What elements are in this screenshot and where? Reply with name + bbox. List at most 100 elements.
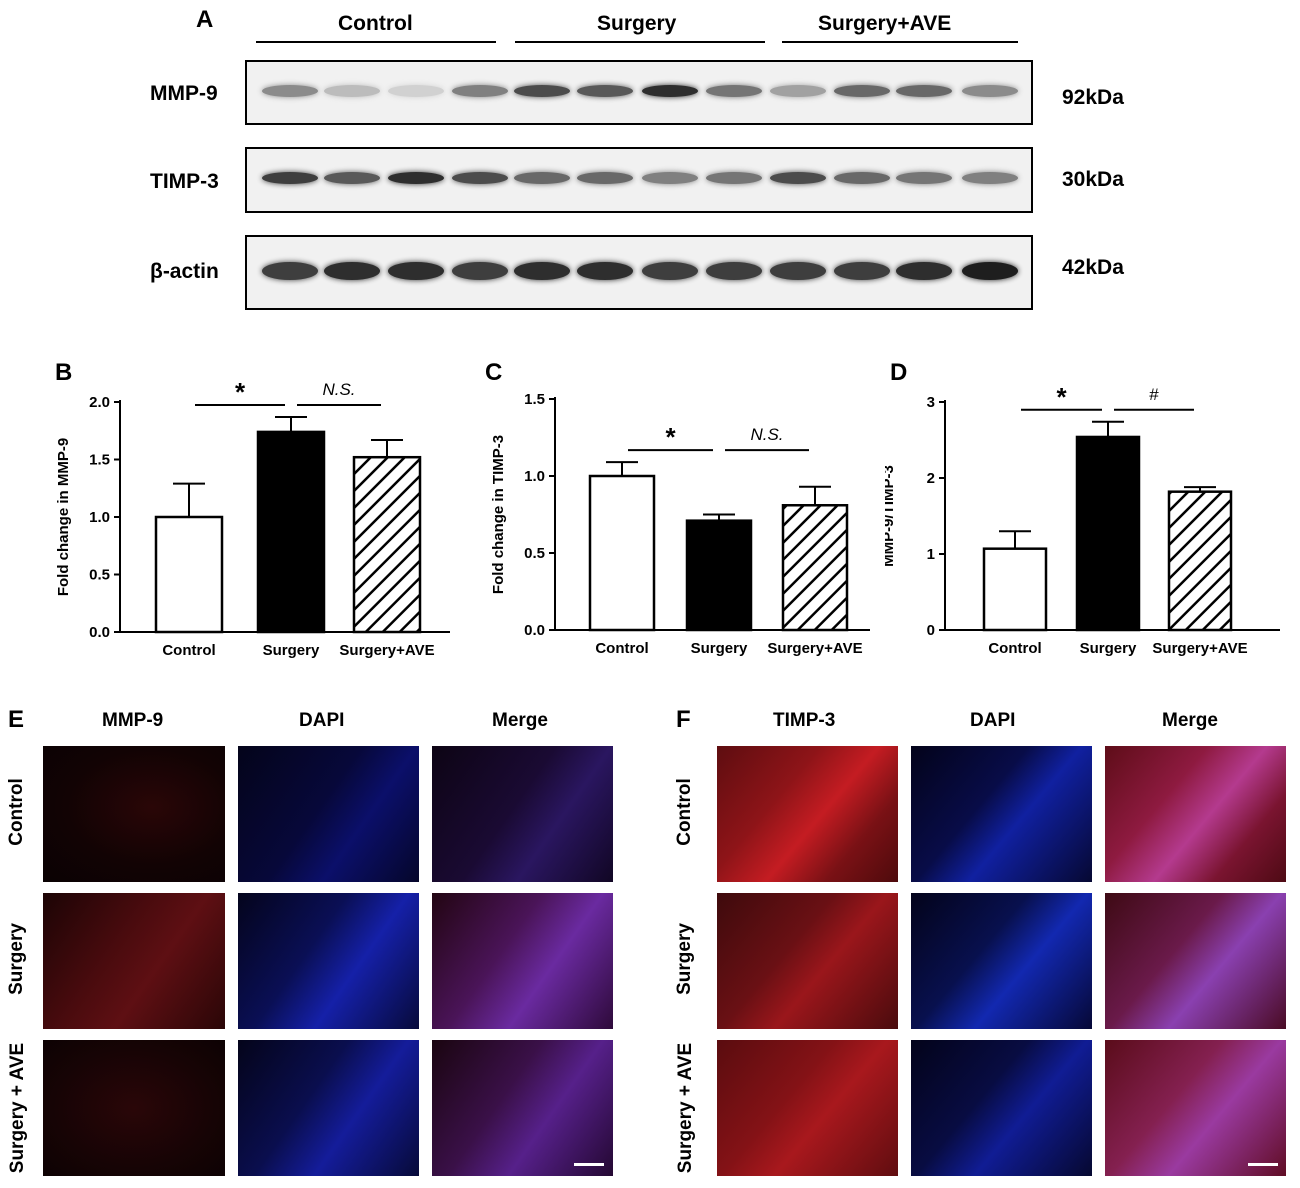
group-line-control <box>256 41 496 43</box>
x-category-label: Control <box>595 640 648 657</box>
blot-band <box>514 172 570 184</box>
blot-band <box>770 84 826 97</box>
blot-band <box>324 172 380 184</box>
blot-band <box>577 261 633 280</box>
blot-actin <box>245 235 1033 310</box>
significance-label: * <box>665 422 676 452</box>
group-line-surgery <box>515 41 765 43</box>
blot-band <box>706 172 762 184</box>
micrograph-f-control-timp3 <box>717 746 898 882</box>
group-line-surgery-ave <box>782 41 1018 43</box>
panel-e-letter: E <box>8 706 25 733</box>
y-tick-label: 3 <box>927 394 935 411</box>
y-tick-label: 0.5 <box>524 545 545 562</box>
blot-band <box>962 84 1018 97</box>
blot-band <box>388 84 444 97</box>
y-axis-label: MMP-9/TIMP-3 <box>885 465 897 567</box>
micrograph-e-ave-dapi <box>238 1040 419 1176</box>
blot-band <box>834 84 890 97</box>
micrograph-f-surgery-merge <box>1105 893 1286 1029</box>
micrograph-f-surgery-timp3 <box>717 893 898 1029</box>
x-category-label: Surgery+AVE <box>339 642 434 659</box>
blot-band <box>962 172 1018 184</box>
blot-band <box>577 172 633 184</box>
micrograph-e-ave-merge <box>432 1040 613 1176</box>
blot-band <box>896 261 952 280</box>
panel-letter-d: D <box>890 359 907 386</box>
blot-band <box>388 172 444 184</box>
x-category-label: Surgery <box>691 640 748 657</box>
bar-control <box>982 547 1048 632</box>
x-category-label: Surgery <box>1080 640 1137 657</box>
blot-band <box>262 261 318 280</box>
micrograph-f-control-merge <box>1105 746 1286 882</box>
blot-band <box>262 84 318 97</box>
micrograph-e-control-mmp9 <box>43 746 225 882</box>
group-label-surgery-ave: Surgery+AVE <box>818 12 952 35</box>
panel-f-col-merge: Merge <box>1162 710 1218 731</box>
scale-bar-e <box>574 1163 604 1166</box>
bar-surgery-ave <box>1167 490 1233 632</box>
panel-e-row-surgery-ave: Surgery + AVE <box>7 1042 28 1174</box>
blot-band <box>896 172 952 184</box>
blot-band <box>514 84 570 97</box>
y-tick-label: 1.0 <box>89 509 110 526</box>
micrograph-e-control-merge <box>432 746 613 882</box>
y-tick-label: 1.5 <box>89 452 110 469</box>
y-tick-label: 2.0 <box>89 394 110 411</box>
panel-e-col-mmp9: MMP-9 <box>102 710 164 731</box>
blot-row-label-timp3: TIMP-3 <box>150 170 219 193</box>
blot-band <box>577 84 633 97</box>
bar-surgery-ave <box>352 455 422 634</box>
significance-label: N.S. <box>322 380 355 399</box>
significance-label: N.S. <box>750 425 783 444</box>
x-category-label: Surgery+AVE <box>1152 640 1247 657</box>
blot-band <box>452 84 508 97</box>
blot-band <box>262 172 318 184</box>
bar-chart-d: D 0 1 2 3 MMP-9/TIMP-3 Control Surgery Surgery+A… <box>885 359 1280 657</box>
panel-e-col-merge: Merge <box>492 710 548 731</box>
x-category-label: Control <box>988 640 1041 657</box>
micrograph-e-control-dapi <box>238 746 419 882</box>
y-tick-label: 0.5 <box>89 567 110 584</box>
blot-band <box>770 261 826 280</box>
micrograph-e-surgery-dapi <box>238 893 419 1029</box>
panel-f-row-surgery: Surgery <box>674 923 695 995</box>
blot-band <box>452 261 508 280</box>
blot-band <box>706 261 762 280</box>
x-category-label: Surgery+AVE <box>767 640 862 657</box>
blot-band <box>452 172 508 184</box>
blot-timp3 <box>245 147 1033 213</box>
y-tick-label: 0.0 <box>524 622 545 639</box>
bar-surgery <box>1075 435 1141 632</box>
panel-a-letter: A <box>196 6 214 33</box>
x-category-label: Surgery <box>263 642 320 659</box>
significance-label: * <box>1056 382 1067 412</box>
y-tick-label: 1.5 <box>524 391 545 408</box>
blot-band <box>642 84 698 97</box>
panel-f-col-timp3: TIMP-3 <box>773 710 836 731</box>
blot-band <box>324 261 380 280</box>
blot-band <box>770 172 826 184</box>
significance-label: # <box>1149 385 1159 404</box>
y-tick-label: 2 <box>927 470 935 487</box>
blot-size-mmp9: 92kDa <box>1062 86 1124 109</box>
scale-bar-f <box>1248 1163 1278 1166</box>
bar-surgery-ave <box>781 504 849 632</box>
blot-band <box>514 261 570 280</box>
blot-row-label-actin: β-actin <box>150 260 219 283</box>
y-tick-label: 1 <box>927 546 935 563</box>
x-category-label: Control <box>162 642 215 659</box>
blot-mmp9 <box>245 60 1033 125</box>
blot-band <box>642 261 698 280</box>
y-tick-label: 0.0 <box>89 624 110 641</box>
blot-band <box>706 84 762 97</box>
blot-band <box>896 84 952 97</box>
blot-band <box>388 261 444 280</box>
micrograph-e-surgery-mmp9 <box>43 893 225 1029</box>
y-axis-label: Fold change in TIMP-3 <box>490 435 507 594</box>
y-tick-label: 0 <box>927 622 935 639</box>
micrograph-f-control-dapi <box>911 746 1092 882</box>
panel-f-row-control: Control <box>674 778 695 846</box>
blot-band <box>324 84 380 97</box>
